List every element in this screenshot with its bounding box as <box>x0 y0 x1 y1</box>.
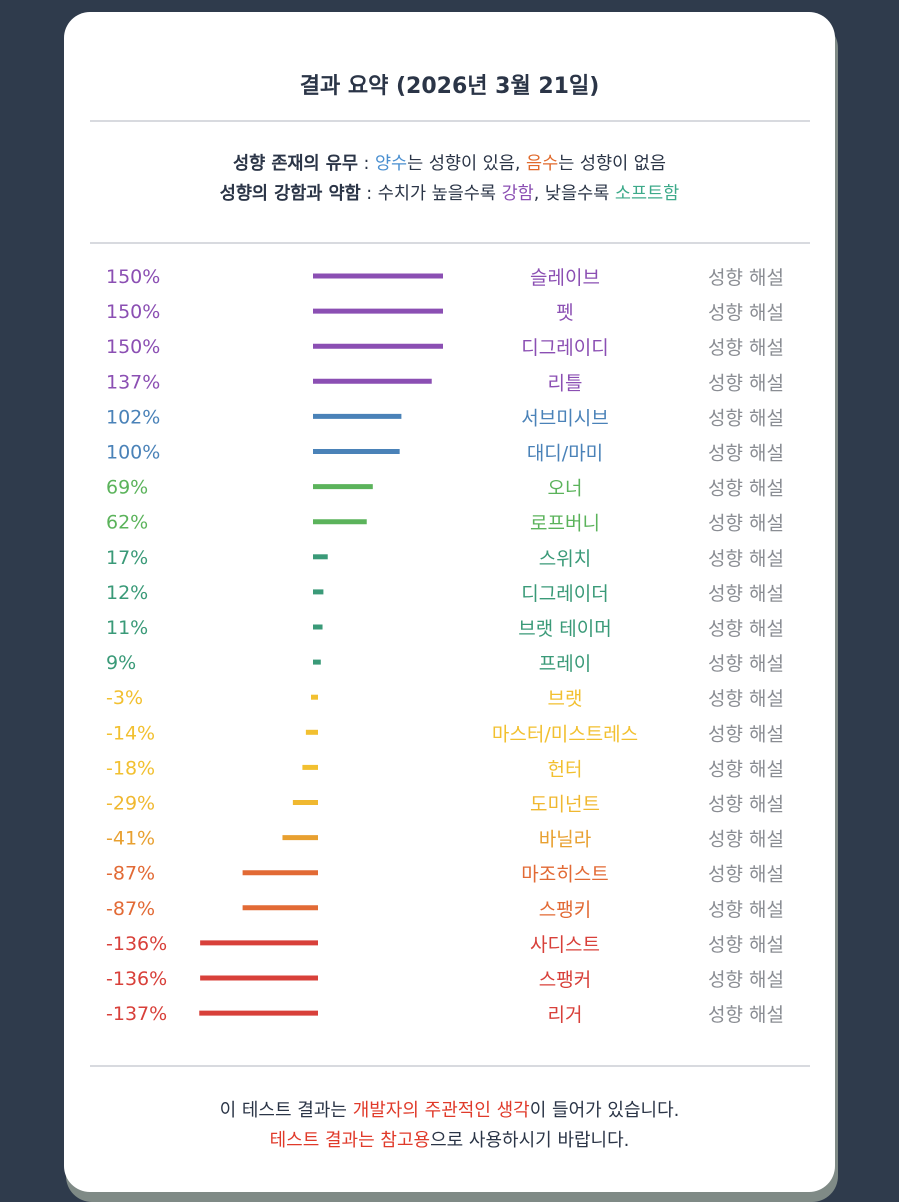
category-label: 스팽키 <box>539 899 591 921</box>
value-label: -87% <box>106 863 155 885</box>
result-card: 결과 요약 (2026년 3월 21일) 성향 존재의 유무 : 양수는 성향이… <box>64 12 835 1192</box>
value-label: -41% <box>106 828 155 850</box>
legend-strong-word: 강함 <box>501 184 534 204</box>
value-label: 100% <box>106 442 160 464</box>
explanation-link[interactable]: 성향 해설 <box>708 653 784 675</box>
category-label: 브랫 <box>548 688 583 710</box>
legend-positive-text: 는 성향이 있음, <box>407 154 527 174</box>
value-label: -18% <box>106 757 155 779</box>
category-label: 헌터 <box>548 758 583 780</box>
category-label: 스팽커 <box>539 969 591 991</box>
category-label: 바닐라 <box>539 829 591 851</box>
explanation-link[interactable]: 성향 해설 <box>708 899 784 921</box>
legend-line-strength: 성향의 강함과 약함 : 수치가 높을수록 강함, 낮을수록 소프트함 <box>64 180 835 205</box>
explanation-link[interactable]: 성향 해설 <box>708 513 784 535</box>
explanation-link[interactable]: 성향 해설 <box>708 337 784 359</box>
category-label: 디그레이더 <box>521 583 608 605</box>
category-label: 마조히스트 <box>521 864 608 886</box>
explanation-link[interactable]: 성향 해설 <box>708 934 784 956</box>
legend-positive-word: 양수 <box>374 154 408 174</box>
legend-line-existence: 성향 존재의 유무 : 양수는 성향이 있음, 음수는 성향이 없음 <box>64 150 835 175</box>
category-label: 리틀 <box>548 372 583 394</box>
category-label: 마스터/미스트레스 <box>492 723 638 745</box>
explanation-link[interactable]: 성향 해설 <box>708 864 784 886</box>
explanation-link[interactable]: 성향 해설 <box>708 407 784 429</box>
legend-negative-word: 음수 <box>526 154 559 174</box>
category-label: 도미넌트 <box>530 794 600 816</box>
value-label: 9% <box>106 652 136 674</box>
category-label: 프레이 <box>539 653 591 675</box>
explanation-link[interactable]: 성향 해설 <box>708 372 784 394</box>
value-label: -3% <box>106 687 143 709</box>
value-label: -29% <box>106 793 155 815</box>
category-label: 서브미시브 <box>521 407 608 429</box>
value-label: 150% <box>106 301 160 323</box>
category-label: 오너 <box>548 478 583 500</box>
category-label: 대디/마미 <box>527 443 603 465</box>
category-label: 리거 <box>548 1004 583 1026</box>
legend-existence-head: 성향 존재의 유무 <box>233 154 358 174</box>
explanation-link[interactable]: 성향 해설 <box>708 478 784 500</box>
page-title: 결과 요약 (2026년 3월 21일) <box>299 74 600 99</box>
value-label: 17% <box>106 547 148 569</box>
legend-strength-text: : 수치가 높을수록 <box>360 184 502 204</box>
footer-text-a: 이 테스트 결과는 <box>219 1100 353 1121</box>
value-label: 12% <box>106 582 148 604</box>
divider-top <box>90 120 810 122</box>
category-label: 슬레이브 <box>530 267 600 289</box>
explanation-link[interactable]: 성향 해설 <box>708 829 784 851</box>
value-label: 69% <box>106 477 148 499</box>
explanation-link[interactable]: 성향 해설 <box>708 548 784 570</box>
explanation-link[interactable]: 성향 해설 <box>708 969 784 991</box>
value-label: 102% <box>106 406 160 428</box>
footer-line-1: 이 테스트 결과는 개발자의 주관적인 생각이 들어가 있습니다. <box>64 1096 835 1122</box>
footer-line-2: 테스트 결과는 참고용으로 사용하시기 바랍니다. <box>64 1126 835 1152</box>
legend-soft-word: 소프트함 <box>614 184 680 204</box>
category-label: 브랫 테이머 <box>518 618 611 640</box>
footer-text-b: 이 들어가 있습니다. <box>529 1100 680 1121</box>
divider-bottom <box>90 1065 810 1067</box>
value-label: -136% <box>106 933 167 955</box>
explanation-link[interactable]: 성향 해설 <box>708 758 784 780</box>
explanation-link[interactable]: 성향 해설 <box>708 723 784 745</box>
legend-negative-text: 는 성향이 없음 <box>558 154 666 174</box>
value-label: 150% <box>106 266 160 288</box>
value-label: -14% <box>106 722 155 744</box>
explanation-link[interactable]: 성향 해설 <box>708 267 784 289</box>
legend-sep: : <box>357 154 375 174</box>
category-label: 펫 <box>556 302 573 324</box>
explanation-link[interactable]: 성향 해설 <box>708 583 784 605</box>
value-label: 150% <box>106 336 160 358</box>
explanation-link[interactable]: 성향 해설 <box>708 1004 784 1026</box>
value-label: -136% <box>106 968 167 990</box>
divider-mid <box>90 242 810 244</box>
category-label: 로프버니 <box>530 513 600 535</box>
footer-text-c: 으로 사용하시기 바랍니다. <box>430 1130 630 1151</box>
value-label: -137% <box>106 1003 167 1025</box>
explanation-link[interactable]: 성향 해설 <box>708 688 784 710</box>
value-label: 11% <box>106 617 148 639</box>
legend-mid-text: , 낮을수록 <box>533 184 615 204</box>
explanation-link[interactable]: 성향 해설 <box>708 443 784 465</box>
footer-text-red: 개발자의 주관적인 생각 <box>352 1100 530 1121</box>
category-label: 스위치 <box>539 548 591 570</box>
value-label: 137% <box>106 371 160 393</box>
category-label: 디그레이디 <box>521 337 608 359</box>
explanation-link[interactable]: 성향 해설 <box>708 794 784 816</box>
value-label: -87% <box>106 898 155 920</box>
legend-strength-head: 성향의 강함과 약함 <box>219 184 361 204</box>
footer-text-red-2: 테스트 결과는 참고용 <box>269 1130 431 1151</box>
category-label: 사디스트 <box>530 934 600 956</box>
value-label: 62% <box>106 512 148 534</box>
explanation-link[interactable]: 성향 해설 <box>708 618 784 640</box>
explanation-link[interactable]: 성향 해설 <box>708 302 784 324</box>
